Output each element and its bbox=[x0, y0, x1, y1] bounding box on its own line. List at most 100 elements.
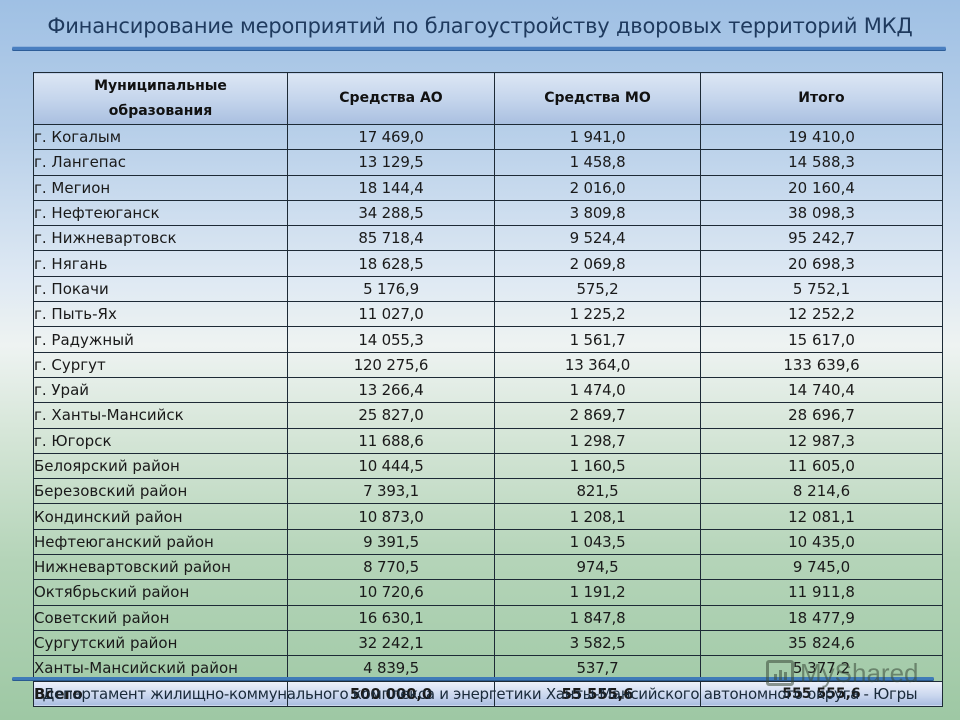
mo-funds-cell: 2 016,0 bbox=[494, 174, 701, 201]
total-cell: 19 410,0 bbox=[700, 123, 943, 151]
title-divider bbox=[12, 47, 946, 50]
municipality-cell: г. Радужный bbox=[33, 326, 288, 353]
municipality-cell: г. Нефтеюганск bbox=[33, 199, 288, 227]
table-row: Кондинский район 10 873,0 1 208,1 12 081,1 bbox=[33, 503, 943, 530]
municipality-cell: Советский район bbox=[33, 604, 288, 631]
header-ao-funds: Средства АО bbox=[287, 72, 495, 125]
ao-funds-cell: 18 144,4 bbox=[287, 174, 495, 201]
mo-funds-cell: 3 809,8 bbox=[494, 199, 701, 227]
header-total: Итого bbox=[700, 72, 943, 125]
total-cell: 28 696,7 bbox=[700, 402, 943, 429]
municipality-cell: г. Нягань bbox=[33, 250, 288, 277]
table-row: г. Нижневартовск 85 718,4 9 524,4 95 242,7 bbox=[33, 225, 943, 252]
ao-funds-cell: 32 242,1 bbox=[287, 629, 495, 657]
municipality-cell: г. Нижневартовск bbox=[33, 225, 288, 252]
total-mo: 55 555,6 bbox=[494, 680, 701, 707]
table-body: г. Когалым 17 469,0 1 941,0 19 410,0 г. Ланг… bbox=[33, 123, 943, 682]
funding-table: Муниципальные образования Средства АО Ср… bbox=[33, 72, 943, 707]
table-row: г. Лангепас 13 129,5 1 458,8 14 588,3 bbox=[33, 149, 943, 176]
mo-funds-cell: 974,5 bbox=[494, 554, 701, 581]
table-row: г. Пыть-Ях 11 027,0 1 225,2 12 252,2 bbox=[33, 301, 943, 328]
table-row: Нефтеюганский район 9 391,5 1 043,5 10 435,… bbox=[33, 528, 943, 556]
municipality-cell: Нефтеюганский район bbox=[33, 528, 288, 556]
table-row: Белоярский район 10 444,5 1 160,5 11 605,0 bbox=[33, 452, 943, 480]
total-cell: 20 160,4 bbox=[700, 174, 943, 201]
table-row: г. Радужный 14 055,3 1 561,7 15 617,0 bbox=[33, 326, 943, 353]
municipality-cell: г. Ханты-Мансийск bbox=[33, 402, 288, 429]
ao-funds-cell: 8 770,5 bbox=[287, 554, 495, 581]
total-cell: 8 214,6 bbox=[700, 478, 943, 505]
table-row: г. Урай 13 266,4 1 474,0 14 740,4 bbox=[33, 376, 943, 404]
header-municipality: Муниципальные образования bbox=[33, 72, 288, 125]
ao-funds-cell: 120 275,6 bbox=[287, 351, 495, 378]
table-row: г. Ханты-Мансийск 25 827,0 2 869,7 28 696,7 bbox=[33, 402, 943, 429]
total-sum: 555 555,6 bbox=[700, 680, 943, 707]
total-cell: 9 745,0 bbox=[700, 554, 943, 581]
total-cell: 11 605,0 bbox=[700, 452, 943, 480]
table-row: г. Нефтеюганск 34 288,5 3 809,8 38 098,3 bbox=[33, 199, 943, 227]
mo-funds-cell: 1 458,8 bbox=[494, 149, 701, 176]
mo-funds-cell: 1 941,0 bbox=[494, 123, 701, 151]
municipality-cell: г. Пыть-Ях bbox=[33, 301, 288, 328]
municipality-cell: г. Мегион bbox=[33, 174, 288, 201]
mo-funds-cell: 1 225,2 bbox=[494, 301, 701, 328]
table-row: г. Сургут 120 275,6 13 364,0 133 639,6 bbox=[33, 351, 943, 378]
mo-funds-cell: 2 869,7 bbox=[494, 402, 701, 429]
ao-funds-cell: 13 129,5 bbox=[287, 149, 495, 176]
total-cell: 10 435,0 bbox=[700, 528, 943, 556]
presentation-chart-icon bbox=[766, 660, 794, 686]
mo-funds-cell: 1 043,5 bbox=[494, 528, 701, 556]
ao-funds-cell: 16 630,1 bbox=[287, 604, 495, 631]
ao-funds-cell: 10 444,5 bbox=[287, 452, 495, 480]
mo-funds-cell: 2 069,8 bbox=[494, 250, 701, 277]
total-ao: 500 000,0 bbox=[287, 680, 495, 707]
table-row: Березовский район 7 393,1 821,5 8 214,6 bbox=[33, 478, 943, 505]
table-row: г. Нягань 18 628,5 2 069,8 20 698,3 bbox=[33, 250, 943, 277]
total-cell: 12 987,3 bbox=[700, 427, 943, 454]
total-cell: 5 752,1 bbox=[700, 275, 943, 303]
total-cell: 18 477,9 bbox=[700, 604, 943, 631]
table-row: г. Югорск 11 688,6 1 298,7 12 987,3 bbox=[33, 427, 943, 454]
ao-funds-cell: 25 827,0 bbox=[287, 402, 495, 429]
municipality-cell: г. Лангепас bbox=[33, 149, 288, 176]
footer-department: Департамент жилищно-коммунального компле… bbox=[42, 685, 918, 703]
page-title: Финансирование мероприятий по благоустро… bbox=[47, 14, 913, 38]
total-cell: 133 639,6 bbox=[700, 351, 943, 378]
municipality-cell: Березовский район bbox=[33, 478, 288, 505]
total-cell: 15 617,0 bbox=[700, 326, 943, 353]
ao-funds-cell: 14 055,3 bbox=[287, 326, 495, 353]
mo-funds-cell: 575,2 bbox=[494, 275, 701, 303]
total-cell: 12 081,1 bbox=[700, 503, 943, 530]
ao-funds-cell: 5 176,9 bbox=[287, 275, 495, 303]
total-cell: 35 824,6 bbox=[700, 629, 943, 657]
mo-funds-cell: 1 474,0 bbox=[494, 376, 701, 404]
watermark: MyShared bbox=[766, 656, 919, 690]
mo-funds-cell: 1 561,7 bbox=[494, 326, 701, 353]
municipality-cell: Октябрьский район bbox=[33, 579, 288, 606]
table-row: Советский район 16 630,1 1 847,8 18 477,9 bbox=[33, 604, 943, 631]
mo-funds-cell: 13 364,0 bbox=[494, 351, 701, 378]
table-row: Сургутский район 32 242,1 3 582,5 35 824,6 bbox=[33, 629, 943, 657]
total-cell: 20 698,3 bbox=[700, 250, 943, 277]
mo-funds-cell: 1 208,1 bbox=[494, 503, 701, 530]
table-row: Октябрьский район 10 720,6 1 191,2 11 911,8 bbox=[33, 579, 943, 606]
municipality-cell: Нижневартовский район bbox=[33, 554, 288, 581]
mo-funds-cell: 3 582,5 bbox=[494, 629, 701, 657]
table-row: г. Мегион 18 144,4 2 016,0 20 160,4 bbox=[33, 174, 943, 201]
mo-funds-cell: 1 160,5 bbox=[494, 452, 701, 480]
municipality-cell: г. Югорск bbox=[33, 427, 288, 454]
ao-funds-cell: 18 628,5 bbox=[287, 250, 495, 277]
municipality-cell: Белоярский район bbox=[33, 452, 288, 480]
ao-funds-cell: 10 873,0 bbox=[287, 503, 495, 530]
total-cell: 95 242,7 bbox=[700, 225, 943, 252]
table-row: Нижневартовский район 8 770,5 974,5 9 745,0 bbox=[33, 554, 943, 581]
ao-funds-cell: 11 688,6 bbox=[287, 427, 495, 454]
table-row: г. Когалым 17 469,0 1 941,0 19 410,0 bbox=[33, 123, 943, 151]
footer-divider bbox=[12, 677, 934, 680]
mo-funds-cell: 1 191,2 bbox=[494, 579, 701, 606]
ao-funds-cell: 34 288,5 bbox=[287, 199, 495, 227]
municipality-cell: Сургутский район bbox=[33, 629, 288, 657]
mo-funds-cell: 1 847,8 bbox=[494, 604, 701, 631]
mo-funds-cell: 1 298,7 bbox=[494, 427, 701, 454]
header-mo-funds: Средства МО bbox=[494, 72, 701, 125]
